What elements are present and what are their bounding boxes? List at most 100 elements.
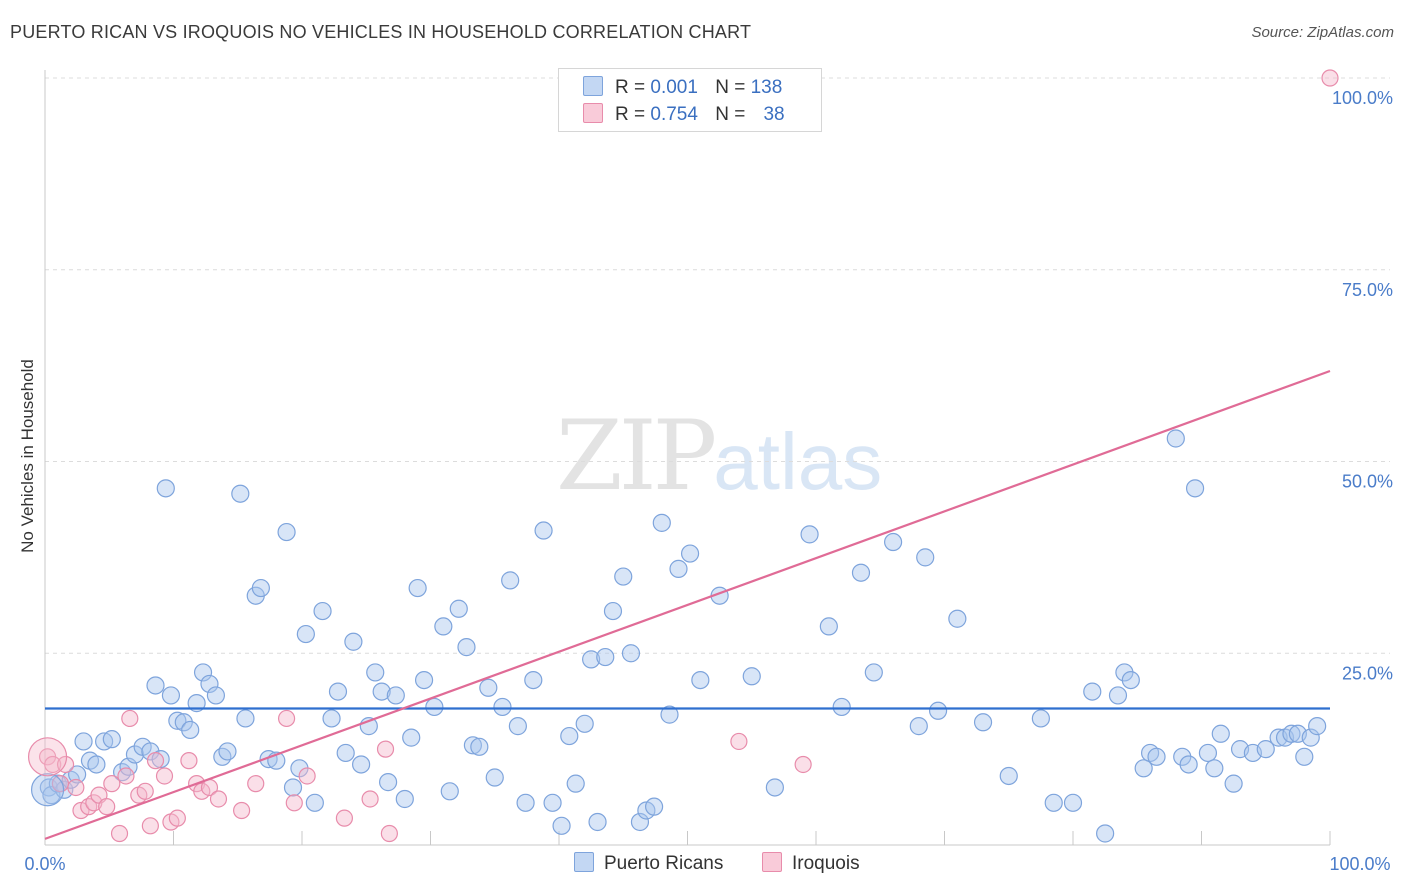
puerto-rican-point bbox=[1134, 759, 1153, 778]
puerto-rican-point bbox=[277, 522, 296, 542]
legend-r-label: R = bbox=[615, 77, 646, 98]
puerto-rican-point bbox=[1256, 740, 1275, 759]
legend-swatch-pink bbox=[583, 103, 603, 123]
iroquois-point bbox=[121, 709, 139, 728]
puerto-rican-point bbox=[765, 778, 784, 797]
iroquois-point bbox=[155, 767, 174, 785]
puerto-rican-point bbox=[644, 797, 664, 816]
puerto-rican-point bbox=[328, 682, 348, 701]
puerto-rican-point bbox=[1211, 724, 1230, 743]
iroquois-point bbox=[103, 775, 121, 793]
puerto-rican-point bbox=[218, 742, 237, 761]
puerto-rican-point bbox=[552, 816, 571, 835]
puerto-rican-point bbox=[883, 532, 903, 552]
puerto-rican-point bbox=[588, 812, 607, 832]
puerto-rican-point bbox=[1063, 793, 1083, 812]
puerto-rican-point bbox=[1301, 728, 1320, 747]
puerto-rican-point bbox=[973, 713, 993, 732]
iroquois-point bbox=[335, 809, 354, 827]
puerto-rican-point bbox=[614, 567, 633, 586]
puerto-rican-point bbox=[414, 670, 434, 690]
bottom-legend-swatch-blue bbox=[574, 852, 594, 872]
iroquois-point bbox=[298, 767, 316, 785]
puerto-rican-point bbox=[1083, 682, 1102, 701]
puerto-rican-point bbox=[434, 617, 453, 636]
bottom-legend-label: Puerto Ricans bbox=[604, 853, 724, 874]
puerto-rican-point bbox=[534, 521, 553, 540]
puerto-rican-point bbox=[449, 599, 468, 618]
puerto-rican-point bbox=[1096, 824, 1115, 843]
puerto-rican-point bbox=[864, 663, 883, 682]
iroquois-point bbox=[233, 801, 251, 820]
puerto-rican-point bbox=[1108, 686, 1128, 705]
bottom-legend-label: Iroquois bbox=[792, 853, 860, 874]
iroquois-point bbox=[376, 740, 395, 758]
iroquois-point bbox=[247, 775, 265, 793]
puerto-rican-point bbox=[313, 601, 332, 621]
puerto-rican-point bbox=[141, 742, 160, 761]
iroquois-point bbox=[794, 755, 812, 774]
iroquois-point bbox=[146, 752, 165, 770]
puerto-rican-point bbox=[1224, 774, 1243, 793]
iroquois-point bbox=[168, 809, 186, 827]
puerto-rican-point bbox=[680, 544, 700, 563]
puerto-rican-point bbox=[524, 670, 543, 690]
puerto-rican-point bbox=[408, 578, 427, 598]
puerto-rican-point bbox=[322, 709, 341, 728]
puerto-rican-point bbox=[206, 686, 226, 705]
y-tick-label: 50.0% bbox=[1342, 472, 1393, 492]
puerto-rican-point bbox=[819, 617, 838, 636]
puerto-rican-point bbox=[156, 479, 175, 498]
iroquois-point bbox=[72, 801, 90, 820]
legend-n-value: 38 bbox=[763, 104, 785, 125]
legend-r-label: R = bbox=[615, 104, 646, 125]
puerto-rican-point bbox=[916, 548, 935, 567]
puerto-rican-point bbox=[344, 632, 363, 651]
puerto-rican-point bbox=[378, 773, 398, 792]
puerto-rican-point bbox=[74, 732, 93, 751]
bottom-legend-iroquois: Iroquois bbox=[762, 852, 860, 875]
puerto-rican-point bbox=[440, 782, 459, 801]
watermark-zip: ZIP bbox=[556, 400, 717, 512]
legend-row-iroquois: R = 0.754 N = 38 bbox=[583, 103, 785, 126]
puerto-rican-point bbox=[1179, 755, 1198, 774]
puerto-rican-point bbox=[948, 609, 967, 628]
puerto-rican-point bbox=[1166, 429, 1185, 448]
puerto-rican-point bbox=[1205, 759, 1224, 778]
puerto-rican-point bbox=[87, 755, 106, 774]
puerto-rican-point bbox=[1282, 724, 1301, 743]
puerto-rican-point bbox=[493, 697, 512, 717]
puerto-rican-point bbox=[742, 667, 761, 686]
iroquois-point bbox=[730, 732, 748, 751]
iroquois-point bbox=[98, 798, 116, 816]
puerto-rican-point bbox=[543, 793, 562, 812]
puerto-rican-point bbox=[68, 765, 87, 784]
puerto-rican-point bbox=[851, 563, 871, 582]
iroquois-point bbox=[141, 817, 159, 835]
puerto-rican-point bbox=[1185, 479, 1205, 498]
puerto-rican-point bbox=[660, 705, 679, 724]
legend-n-label: N = bbox=[715, 77, 746, 98]
puerto-rican-point bbox=[386, 686, 405, 705]
puerto-rican-point bbox=[1198, 743, 1218, 763]
puerto-rican-point bbox=[575, 714, 594, 733]
puerto-rican-point bbox=[146, 676, 165, 695]
chart-title: PUERTO RICAN VS IROQUOIS NO VEHICLES IN … bbox=[10, 22, 752, 42]
puerto-rican-point bbox=[402, 728, 421, 747]
puerto-rican-point bbox=[1308, 717, 1327, 736]
puerto-rican-point bbox=[231, 484, 250, 503]
legend-row-puerto-ricans: R = 0.001 N = 138 bbox=[583, 76, 782, 99]
puerto-rican-point bbox=[213, 747, 232, 766]
iroquois-point bbox=[361, 790, 379, 808]
y-tick-label: 25.0% bbox=[1342, 663, 1393, 683]
iroquois-point bbox=[67, 778, 85, 797]
source-label: Source: ZipAtlas.com bbox=[1251, 24, 1394, 41]
correlation-legend: R = 0.001 N = 138 R = 0.754 N = 38 bbox=[558, 68, 822, 132]
puerto-rican-point bbox=[603, 601, 623, 621]
puerto-rican-point bbox=[236, 709, 255, 728]
puerto-rican-point bbox=[479, 678, 498, 697]
legend-swatch-blue bbox=[583, 76, 603, 96]
puerto-rican-point bbox=[305, 793, 324, 812]
puerto-rican-point bbox=[485, 768, 504, 787]
